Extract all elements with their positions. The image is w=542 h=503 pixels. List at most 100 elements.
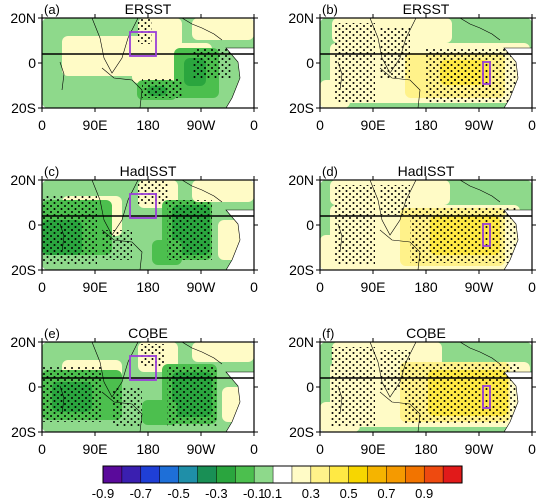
anomaly-region xyxy=(192,342,254,362)
land-south-america xyxy=(225,209,254,270)
x-tick-label: 0 xyxy=(316,279,324,295)
coastline-africa xyxy=(337,223,343,253)
significance-stippling xyxy=(138,18,152,44)
colorbar-swatch xyxy=(159,465,180,484)
coastline-africa xyxy=(59,223,65,253)
region-box xyxy=(129,31,157,57)
x-tick-label: 0 xyxy=(528,441,536,457)
anomaly-region xyxy=(192,18,254,40)
coastline-central-america xyxy=(181,180,223,203)
x-tick-label: 0 xyxy=(250,117,258,133)
significance-stippling xyxy=(192,48,232,78)
panel-label: (b) xyxy=(322,2,338,17)
x-tick-label: 0 xyxy=(250,441,258,457)
land-maritime-continent xyxy=(91,18,139,74)
colorbar-swatch xyxy=(253,465,274,484)
significance-stippling xyxy=(380,350,410,390)
significance-stippling xyxy=(167,367,217,427)
y-tick-label: 20S xyxy=(11,262,36,278)
x-tick-label: 0 xyxy=(528,279,536,295)
colorbar-tick-label: -0.5 xyxy=(167,486,189,501)
panel-title: HadISST xyxy=(120,163,177,179)
land-maritime-continent xyxy=(369,180,417,236)
colorbar-tick-label: -0.1 xyxy=(243,486,265,501)
coastline-africa xyxy=(337,385,343,415)
significance-stippling xyxy=(167,200,212,260)
land-south-america xyxy=(225,371,254,432)
panel-title: COBE xyxy=(406,325,446,341)
x-tick-label: 0 xyxy=(250,279,258,295)
x-tick-label: 0 xyxy=(528,117,536,133)
colorbar-swatch xyxy=(405,465,425,484)
colorbar-swatch xyxy=(272,465,293,484)
colorbar-swatch xyxy=(291,465,312,484)
panel-title: ERSST xyxy=(125,1,172,17)
x-tick-label: 180 xyxy=(136,279,160,295)
region-box xyxy=(482,223,491,247)
x-tick-label: 0 xyxy=(38,441,46,457)
significance-stippling xyxy=(140,344,164,366)
x-tick-label: 180 xyxy=(414,441,438,457)
panel-title: ERSST xyxy=(403,1,450,17)
x-tick-label: 90W xyxy=(465,117,495,133)
y-tick-label: 0 xyxy=(306,55,314,71)
y-tick-label: 20N xyxy=(10,172,36,188)
land-south-america xyxy=(225,47,254,108)
significance-stippling xyxy=(102,230,132,260)
significance-stippling xyxy=(42,367,102,422)
coastline-central-america xyxy=(181,18,223,41)
colorbar-tick-label: -0.7 xyxy=(130,486,152,501)
significance-stippling xyxy=(380,185,410,215)
y-tick-label: 0 xyxy=(306,217,314,233)
y-tick-label: 20S xyxy=(289,100,314,116)
significance-stippling xyxy=(112,387,142,427)
x-tick-label: 0 xyxy=(38,279,46,295)
coastline-australia xyxy=(379,67,421,108)
colorbar-swatch xyxy=(102,465,123,484)
y-tick-label: 20N xyxy=(288,10,314,26)
colorbar-swatch xyxy=(329,465,350,484)
coastline-australia xyxy=(379,229,421,270)
x-tick-label: 90W xyxy=(187,117,217,133)
significance-stippling xyxy=(142,78,182,98)
anomaly-region xyxy=(490,18,532,38)
x-tick-label: 180 xyxy=(136,117,160,133)
significance-stippling xyxy=(335,23,375,103)
coastline-australia xyxy=(101,391,143,432)
x-tick-label: 90W xyxy=(187,441,217,457)
region-box xyxy=(482,61,491,85)
y-tick-label: 20S xyxy=(289,262,314,278)
anomaly-region xyxy=(192,180,254,202)
y-tick-label: 20S xyxy=(11,424,36,440)
x-tick-label: 90W xyxy=(465,441,495,457)
land-maritime-continent xyxy=(91,180,139,236)
panel-label: (f) xyxy=(322,326,334,341)
colorbar-swatch xyxy=(386,465,406,484)
land-maritime-continent xyxy=(91,342,139,398)
x-tick-label: 90W xyxy=(465,279,495,295)
colorbar-swatch xyxy=(348,465,369,484)
colorbar-swatch xyxy=(235,465,255,484)
panel-label: (c) xyxy=(44,164,59,179)
x-tick-label: 90E xyxy=(83,441,108,457)
land-maritime-continent xyxy=(369,342,417,398)
colorbar-swatch xyxy=(442,465,463,484)
colorbar-tick-label: 0.9 xyxy=(415,486,433,501)
colorbar-tick-label: -0.9 xyxy=(92,486,114,501)
x-tick-label: 90E xyxy=(83,117,108,133)
colorbar-swatch xyxy=(121,465,142,484)
y-tick-label: 0 xyxy=(306,379,314,395)
panel-title: HadISST xyxy=(398,163,455,179)
panel-label: (e) xyxy=(44,326,60,341)
colorbar-tick-label: -0.3 xyxy=(205,486,227,501)
coastline-central-america xyxy=(459,180,501,203)
significance-stippling xyxy=(335,185,375,265)
land-maritime-continent xyxy=(369,18,417,74)
colorbar-swatch xyxy=(140,465,161,484)
y-tick-label: 20N xyxy=(10,10,36,26)
significance-stippling xyxy=(450,73,500,93)
